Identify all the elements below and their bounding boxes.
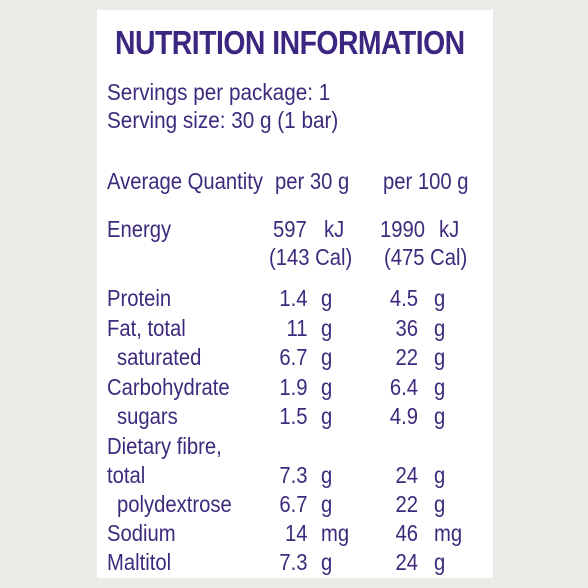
unit-per-100g: g [434,315,446,341]
unit-per-100g: g [434,549,446,575]
unit-per-100g: g [434,344,446,370]
energy-cal-per-100g: (475 Cal) [384,244,468,270]
nutrient-label: sugars [117,403,178,429]
nutrient-label: Fat, total [107,315,186,341]
header-per-30g: per 30 g [275,168,350,194]
value-per-30g: 7.3 [279,549,308,575]
panel-title: NUTRITION INFORMATION [115,24,465,61]
value-per-100g: 22 [395,491,419,517]
value-per-30g: 6.7 [279,491,308,517]
value-per-100g: 22 [395,344,419,370]
unit-per-100g: g [434,491,446,517]
value-per-100g: 6.4 [389,374,419,400]
value-per-30g: 1.9 [279,374,308,400]
value-per-100g: 36 [395,315,419,341]
energy-unit-per-30g: kJ [324,216,345,242]
header-average-quantity: Average Quantity [107,168,264,194]
value-per-100g: 46 [395,520,419,546]
value-per-100g: 4.5 [389,285,419,311]
value-per-30g: 11 [286,315,308,341]
nutrient-label: Carbohydrate [107,374,230,400]
unit-per-30g: g [321,462,333,488]
servings-per-package: Servings per package: 1 [107,79,331,105]
nutrient-label: total [107,462,146,488]
energy-value-per-30g: 597 [273,216,307,242]
unit-per-30g: g [321,549,333,575]
unit-per-100g: g [434,462,446,488]
unit-per-100g: g [434,374,446,400]
unit-per-30g: g [321,374,333,400]
value-per-30g: 7.3 [279,462,308,488]
unit-per-30g: g [321,315,333,341]
unit-per-100g: mg [434,520,463,546]
value-per-30g: 1.5 [279,403,308,429]
value-per-100g: 24 [395,462,419,488]
nutrient-label: saturated [117,344,202,370]
unit-per-30g: g [321,403,333,429]
value-per-30g: 14 [284,520,308,546]
nutrient-label: polydextrose [117,491,232,517]
nutrient-label: Dietary fibre, [107,433,222,459]
energy-cal-per-30g: (143 Cal) [269,244,353,270]
unit-per-30g: g [321,285,333,311]
unit-per-30g: g [321,491,333,517]
unit-per-100g: g [434,285,446,311]
unit-per-100g: g [434,403,446,429]
nutrient-label: Sodium [107,520,176,546]
nutrient-label: Maltitol [107,549,172,575]
energy-unit-per-100g: kJ [439,216,460,242]
value-per-100g: 4.9 [389,403,419,429]
value-per-30g: 6.7 [279,344,308,370]
unit-per-30g: mg [321,520,350,546]
nutrition-panel: NUTRITION INFORMATION Servings per packa… [97,10,493,578]
serving-size: Serving size: 30 g (1 bar) [107,107,339,133]
nutrient-label: Protein [107,285,172,311]
header-per-100g: per 100 g [383,168,469,194]
energy-label: Energy [107,216,172,242]
unit-per-30g: g [321,344,333,370]
energy-value-per-100g: 1990 [380,216,426,242]
value-per-100g: 24 [395,549,419,575]
value-per-30g: 1.4 [279,285,308,311]
